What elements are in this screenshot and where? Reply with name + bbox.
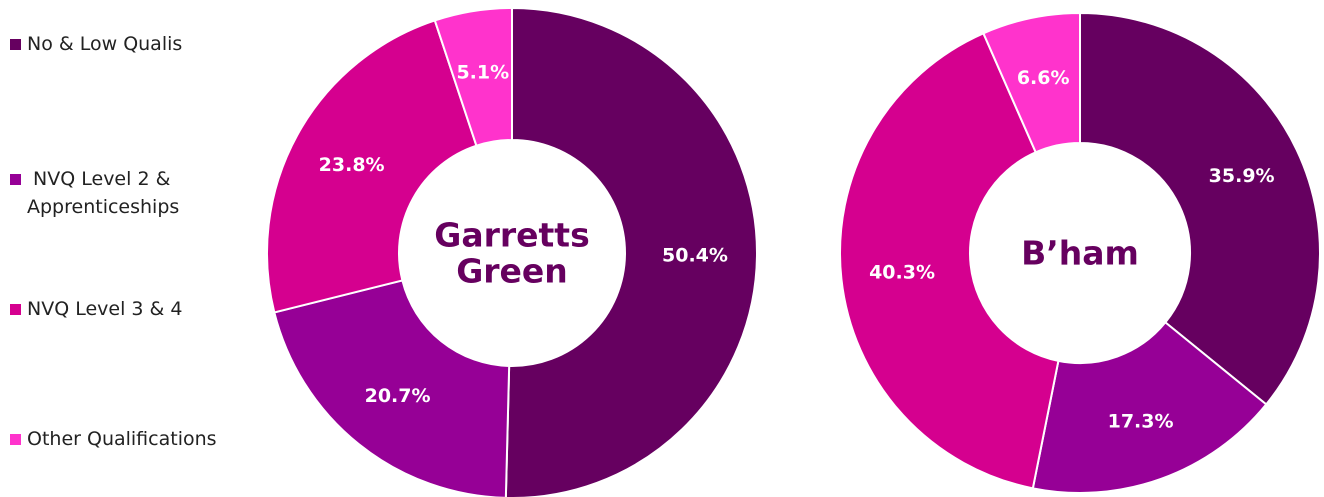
legend-item-other-qualifications: Other Qualifications [8, 425, 238, 453]
slice-data-label: 5.1% [456, 61, 509, 83]
slice-data-label: 50.4% [662, 244, 728, 266]
donut-slice [1079, 11, 1321, 406]
chart-center-label: B’ham [1021, 234, 1139, 273]
slice-data-label: 23.8% [319, 154, 385, 176]
donut-slice [433, 6, 513, 148]
donut-slice [273, 279, 511, 497]
donut-chart-1: 50.4% 20.7% 23.8% 5.1% Garretts Green [266, 6, 758, 497]
donut-slice [266, 19, 478, 314]
legend-item-nvq-level-3-4: NVQ Level 3 & 4 [8, 295, 238, 323]
donut-slice [839, 31, 1060, 490]
slice-data-label: 20.7% [365, 385, 431, 407]
slice-data-label: 35.9% [1209, 165, 1275, 187]
legend-item-no-low-qualis: No & Low Qualis [8, 30, 238, 58]
chart-center-label: Garretts Green [434, 216, 589, 291]
donut-slice [982, 11, 1081, 154]
legend-label: Other Qualifications [27, 428, 217, 450]
slice-data-label: 6.6% [1017, 67, 1070, 89]
legend-item-nvq-level-2: NVQ Level 2 & Apprenticeships [8, 165, 238, 221]
legend-swatch-no-low-qualis [10, 39, 21, 50]
legend-swatch-nvq-level-2 [10, 174, 21, 185]
legend-swatch-other-qualifications [10, 434, 21, 445]
legend-label: NVQ Level 2 & Apprenticeships [27, 168, 180, 218]
legend-label: No & Low Qualis [27, 33, 183, 55]
chart-legend: No & Low Qualis NVQ Level 2 & Apprentice… [0, 0, 240, 497]
donut-slice [1031, 320, 1268, 494]
donut-slice [504, 6, 758, 497]
donut-chart-2: 35.9% 17.3% 40.3% 6.6% B’ham [839, 11, 1321, 494]
slice-data-label: 17.3% [1108, 410, 1174, 432]
legend-swatch-nvq-level-3-4 [10, 304, 21, 315]
legend-label: NVQ Level 3 & 4 [27, 298, 183, 320]
slice-data-label: 40.3% [869, 261, 935, 283]
